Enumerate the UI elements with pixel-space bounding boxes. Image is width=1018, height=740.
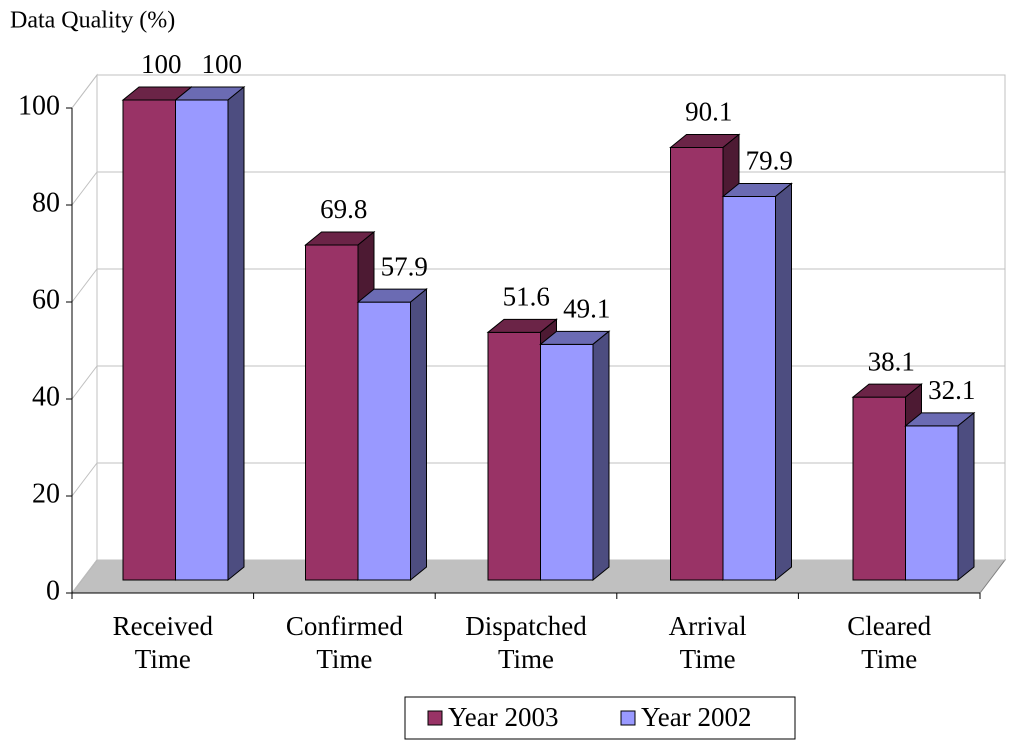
- bar-front: [175, 99, 229, 581]
- x-tick-label: Received Time: [112, 611, 214, 674]
- chart-title: Data Quality (%): [10, 8, 175, 34]
- value-label: 49.1: [563, 294, 610, 324]
- bar-front: [540, 343, 594, 581]
- bar-front: [122, 99, 176, 581]
- bar-front: [670, 147, 724, 581]
- legend-label: Year 2003: [448, 702, 559, 732]
- bar: [539, 330, 611, 582]
- left-wall: [71, 73, 98, 595]
- value-label: 51.6: [503, 282, 550, 312]
- value-label: 79.9: [746, 146, 793, 176]
- bar: [356, 288, 428, 582]
- bar-side: [775, 182, 792, 582]
- bar-side: [410, 288, 427, 582]
- value-label: 32.1: [928, 375, 975, 405]
- legend-swatch: [620, 710, 636, 726]
- bar: [174, 85, 246, 582]
- x-tick-label: Arrival Time: [668, 611, 747, 674]
- bar-side: [592, 330, 610, 582]
- bar-side: [957, 411, 975, 582]
- legend-box: [404, 696, 796, 740]
- bar: [904, 411, 976, 582]
- bar-front: [357, 301, 411, 581]
- value-label: 90.1: [685, 97, 732, 127]
- y-tick-label: 60: [32, 284, 60, 315]
- y-tick-label: 80: [32, 187, 60, 218]
- x-tick-label: Confirmed Time: [285, 611, 403, 674]
- legend-swatch: [427, 710, 443, 726]
- value-label: 38.1: [868, 346, 915, 376]
- y-tick-label: 20: [32, 478, 60, 509]
- x-tick-label: Dispatched Time: [465, 611, 587, 674]
- y-tick-label: 100: [18, 90, 60, 121]
- y-tick-label: 0: [46, 575, 60, 606]
- bar-front: [852, 396, 906, 581]
- bar: [721, 182, 793, 582]
- bar-front: [905, 425, 959, 581]
- bar-front: [305, 244, 359, 581]
- bar-front: [722, 195, 776, 581]
- x-tick-label: Cleared Time: [847, 611, 932, 674]
- legend-label: Year 2002: [641, 702, 752, 732]
- value-label: 69.8: [320, 194, 367, 224]
- grid-line: [71, 74, 1005, 109]
- bar-front: [487, 331, 541, 581]
- value-label: 100: [202, 49, 243, 79]
- value-label: 100: [141, 49, 182, 79]
- y-tick-label: 40: [32, 381, 60, 412]
- bar-side: [227, 85, 245, 582]
- value-label: 57.9: [381, 251, 428, 281]
